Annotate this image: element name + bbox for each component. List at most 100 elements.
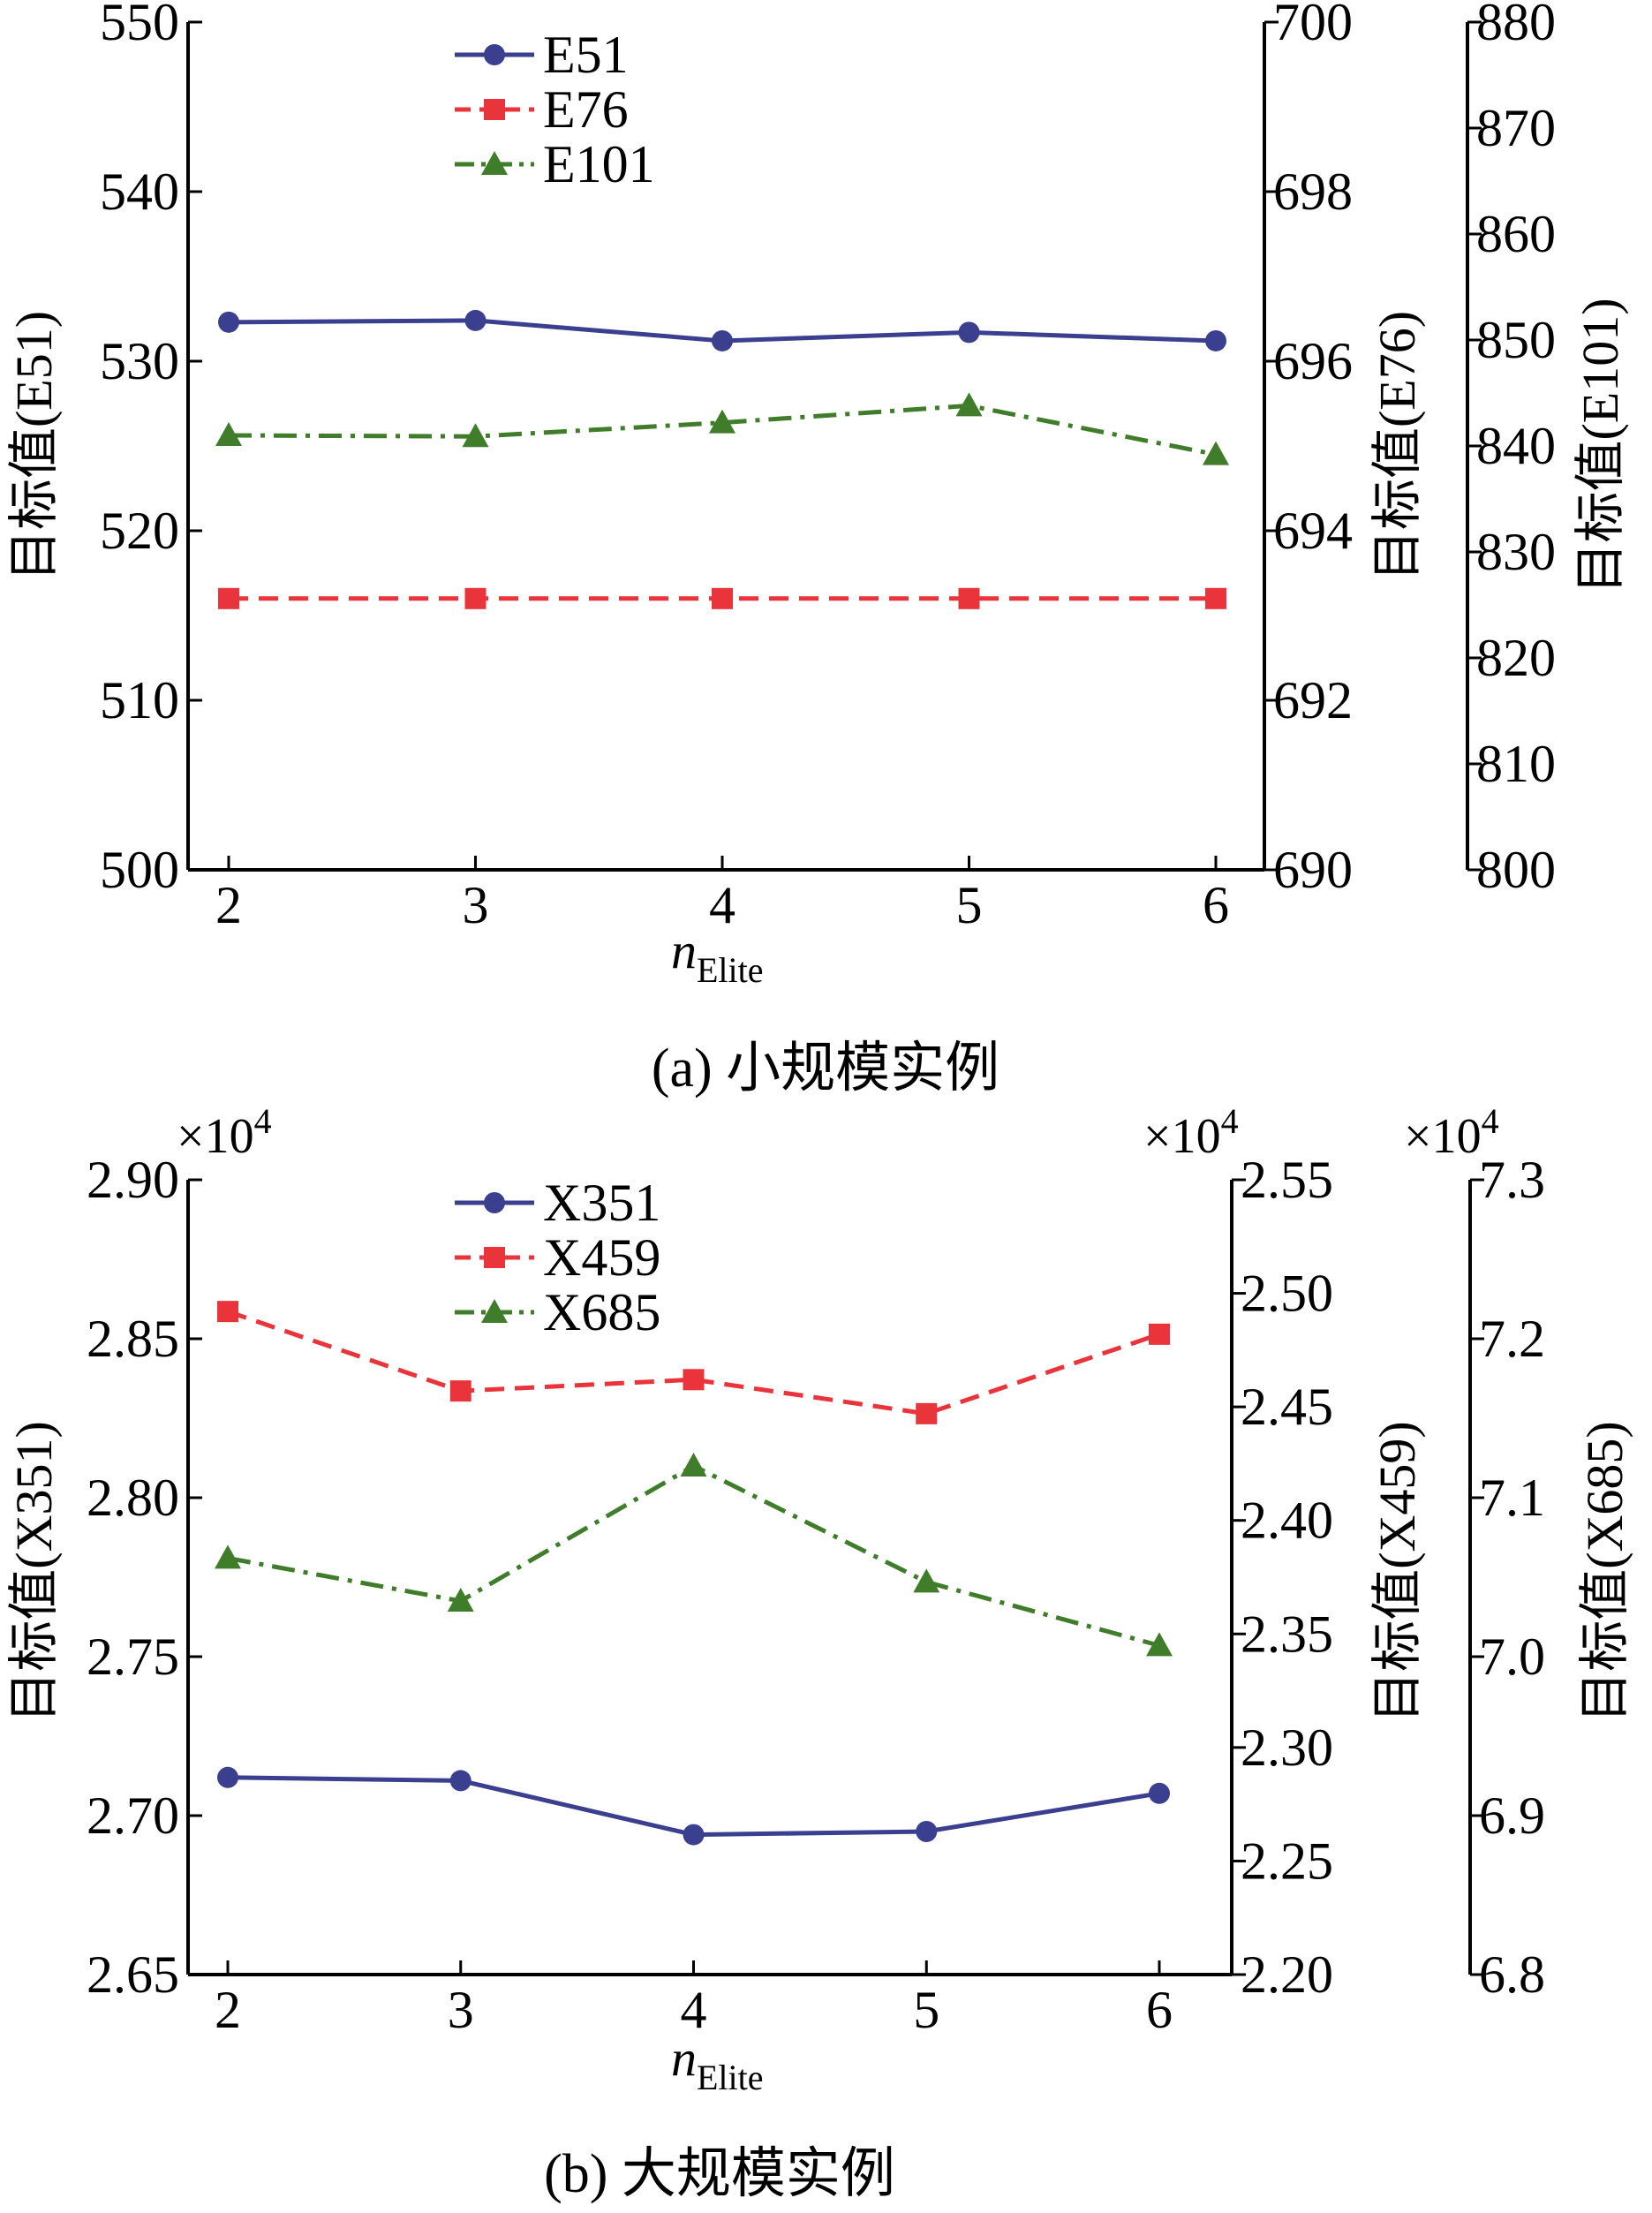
y-tick-label: 840	[1476, 417, 1556, 475]
x-axis-label-subscript: Elite	[697, 2058, 764, 2097]
series-e51	[218, 309, 1226, 351]
x-tick-label: 5	[956, 876, 983, 934]
legend-marker	[481, 151, 508, 175]
y-tick-label: 810	[1476, 735, 1556, 793]
y-tick-label: 7.2	[1479, 1310, 1545, 1368]
y-tick-label: 820	[1476, 629, 1556, 687]
y-tick-label: 850	[1476, 311, 1556, 369]
series-line	[228, 403, 1217, 457]
y-tick-label: 696	[1273, 332, 1353, 390]
y-tick-label: 6.8	[1479, 1945, 1545, 2004]
y-axis-label: 目标值(X459)	[1369, 1421, 1426, 1723]
axis-multiplier-exponent: 4	[1221, 1101, 1239, 1141]
legend-label: E101	[543, 135, 655, 193]
y-axis-label: 目标值(E101)	[1572, 298, 1629, 593]
x-tick-label: 6	[1203, 876, 1229, 934]
y-tick-label: 860	[1476, 205, 1556, 263]
data-point	[464, 587, 487, 609]
series-line	[227, 1309, 1160, 1416]
y-tick-label: 6.9	[1479, 1786, 1545, 1845]
data-point	[464, 309, 487, 331]
y-tick-label: 800	[1476, 841, 1556, 899]
x-tick-label: 5	[913, 1981, 939, 2039]
y-tick-label: 2.90	[87, 1151, 179, 1209]
y-tick-label: 694	[1273, 502, 1353, 560]
legend-marker	[484, 44, 505, 65]
series-x685	[215, 1453, 1173, 1657]
y-tick-label: 2.75	[87, 1628, 179, 1686]
y-tick-label: 2.45	[1241, 1378, 1333, 1436]
legend-label: X459	[543, 1228, 660, 1287]
y-tick-label: 500	[100, 841, 179, 899]
legend-marker	[484, 1192, 505, 1213]
data-point	[709, 409, 735, 434]
x-tick-label: 3	[463, 876, 489, 934]
y-tick-label: 550	[100, 0, 179, 51]
axis-multiplier-base: ×10	[177, 1109, 254, 1164]
data-point	[1149, 1323, 1170, 1345]
x-axis-label: nElite	[671, 2029, 764, 2097]
data-point	[215, 1545, 241, 1569]
data-point	[218, 311, 239, 333]
axis-multiplier-exponent: 4	[1482, 1101, 1499, 1141]
y-tick-label: 540	[100, 162, 179, 221]
y-tick-label: 2.55	[1241, 1151, 1333, 1209]
y-tick-label: 510	[100, 671, 179, 729]
data-point	[447, 1588, 474, 1612]
data-point	[1205, 587, 1226, 609]
legend-label: E76	[543, 80, 629, 139]
legend-marker	[481, 1299, 508, 1323]
y-axis-label: 目标值(X685)	[1576, 1421, 1633, 1723]
axis-multiplier: ×104	[177, 1101, 272, 1164]
legend-marker	[484, 99, 505, 120]
data-point	[217, 1301, 238, 1323]
data-point	[712, 329, 733, 351]
x-tick-label: 4	[709, 876, 735, 934]
y-tick-label: 692	[1273, 671, 1353, 729]
y-tick-label: 7.1	[1479, 1469, 1545, 1527]
series-e101	[215, 392, 1229, 465]
y-tick-label: 2.85	[87, 1310, 179, 1368]
axis-multiplier-base: ×10	[1404, 1109, 1482, 1164]
x-tick-label: 3	[448, 1981, 474, 2039]
data-point	[683, 1369, 705, 1391]
x-axis-label: nElite	[671, 922, 764, 990]
data-point	[680, 1453, 707, 1477]
data-point	[712, 587, 733, 609]
y-tick-label: 530	[100, 332, 179, 390]
x-tick-label: 4	[681, 1981, 707, 2039]
y-tick-label: 2.80	[87, 1469, 179, 1527]
y-tick-label: 2.25	[1241, 1832, 1333, 1890]
x-axis-label-base: n	[671, 922, 697, 979]
y-tick-label: 870	[1476, 99, 1556, 157]
axis-multiplier-exponent: 4	[254, 1101, 272, 1141]
panel-caption: (b) 大规模实例	[544, 2144, 895, 2204]
data-point	[683, 1824, 705, 1846]
data-point	[215, 422, 242, 446]
data-point	[449, 1770, 471, 1792]
y-tick-label: 7.3	[1479, 1151, 1545, 1209]
data-point	[955, 392, 983, 417]
y-tick-label: 2.35	[1241, 1605, 1333, 1663]
series-line	[227, 1463, 1160, 1648]
y-tick-label: 2.20	[1241, 1945, 1333, 2004]
series-x459	[217, 1301, 1170, 1424]
data-point	[1149, 1782, 1170, 1804]
data-point	[916, 1402, 938, 1424]
data-point	[462, 423, 489, 448]
legend-label: X351	[543, 1174, 660, 1232]
chart-panel-large-instances: 2 3 4 5 62.652.702.752.802.852.90×104目标值(X35…	[5, 1101, 1633, 2204]
data-point	[218, 587, 239, 609]
y-axis-label: 目标值(E76)	[1369, 311, 1426, 581]
axis-multiplier-base: ×10	[1143, 1109, 1221, 1164]
data-point	[217, 1766, 238, 1788]
x-tick-label: 2	[215, 876, 242, 934]
data-point	[1205, 329, 1226, 351]
x-tick-label: 2	[215, 1981, 241, 2039]
y-tick-label: 2.70	[87, 1786, 179, 1845]
series-e76	[218, 587, 1226, 609]
x-tick-label: 6	[1146, 1981, 1173, 2039]
chart-panel-small-instances: 2 3 4 5 6 500 510 520 530 540 550 目标值(E51) 690 692 694…	[5, 0, 1629, 1099]
data-point	[958, 321, 980, 344]
